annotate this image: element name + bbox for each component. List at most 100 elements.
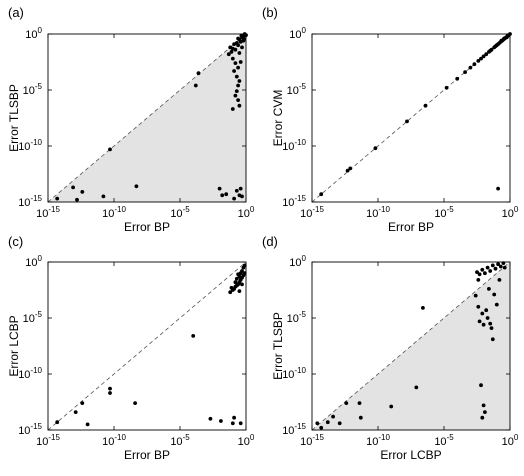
y-tick-label: 10-5 [287, 82, 307, 97]
x-tick-label: 10-15 [300, 433, 324, 448]
x-tick-label: 100 [502, 205, 519, 220]
data-point [232, 196, 237, 201]
data-point [237, 51, 242, 55]
y-tick-label: 10-15 [282, 422, 306, 437]
x-tick-label: 10-10 [366, 433, 390, 448]
data-point [405, 119, 409, 124]
data-point [504, 35, 509, 40]
data-point [234, 74, 239, 79]
data-point [234, 276, 239, 281]
data-point [108, 386, 112, 391]
x-axis-label: Error BP [124, 448, 170, 462]
data-point [232, 415, 237, 420]
data-point [473, 293, 478, 298]
data-point [389, 404, 394, 409]
data-point [232, 69, 237, 73]
data-point [357, 401, 362, 405]
data-point [494, 302, 499, 307]
data-point [344, 401, 349, 405]
x-axis-label: Error BP [124, 220, 170, 234]
x-tick-label: 100 [238, 205, 255, 220]
y-tick-label: 10-5 [23, 310, 43, 325]
data-point [480, 267, 485, 272]
data-point [373, 146, 378, 151]
data-point [228, 290, 233, 295]
data-point [236, 83, 241, 88]
data-point [238, 60, 243, 64]
y-tick-label: 10-10 [18, 366, 42, 381]
data-point [475, 270, 479, 274]
data-point [193, 83, 198, 88]
axes-frame [47, 33, 247, 203]
data-point [477, 319, 482, 324]
data-point [484, 52, 489, 57]
y-axis-label: Error TLSBP [7, 84, 21, 152]
data-point [239, 33, 244, 38]
y-axis-label: Error CVM [271, 90, 285, 147]
x-tick-label: 10-5 [170, 433, 190, 448]
data-point [233, 280, 238, 285]
data-point [489, 326, 494, 330]
data-point [485, 316, 490, 320]
data-point [236, 272, 241, 277]
data-point [230, 421, 235, 426]
data-point [230, 107, 235, 111]
data-point [234, 89, 239, 93]
x-axis-label: Error LCBP [380, 448, 441, 462]
data-point [315, 421, 320, 426]
data-point [497, 278, 502, 282]
axes-frame [47, 261, 247, 431]
data-point [468, 65, 473, 70]
axes-frame [311, 33, 511, 203]
data-point [487, 287, 491, 291]
data-point [498, 264, 503, 269]
data-point [414, 385, 419, 390]
x-tick-label: 100 [238, 433, 255, 448]
data-point [236, 43, 241, 48]
y-tick-label: 10-15 [18, 422, 42, 437]
data-point [229, 285, 234, 290]
x-tick-label: 10-10 [366, 205, 390, 220]
data-point [325, 420, 330, 425]
data-point [226, 52, 231, 57]
data-point [472, 62, 477, 67]
data-point [240, 282, 244, 287]
diagonal-line [47, 33, 247, 203]
data-point [220, 193, 225, 198]
data-point [358, 415, 363, 420]
y-axis-label: Error LCBP [7, 315, 21, 376]
data-point [484, 308, 489, 313]
data-point [490, 337, 495, 342]
data-point [208, 416, 213, 421]
data-point [496, 186, 500, 191]
data-point [237, 103, 242, 108]
y-tick-label: 10-5 [287, 310, 307, 325]
data-point [230, 56, 235, 61]
data-point [423, 103, 428, 108]
x-axis-label: Error BP [388, 220, 434, 234]
panel-label: (c) [8, 234, 23, 249]
data-point [345, 168, 350, 173]
data-point [196, 71, 201, 76]
data-point [238, 421, 243, 426]
data-point [236, 98, 241, 102]
x-tick-label: 10-5 [434, 205, 454, 220]
y-tick-label: 10-10 [282, 138, 306, 153]
data-point [481, 54, 486, 59]
data-point [476, 59, 481, 63]
y-tick-label: 100 [289, 254, 306, 269]
data-point [233, 93, 238, 98]
data-point [224, 192, 229, 197]
data-point [485, 265, 490, 270]
data-point [319, 192, 324, 197]
data-point [191, 334, 196, 338]
data-point [233, 47, 238, 52]
data-point [80, 401, 85, 405]
data-point [502, 265, 507, 270]
data-point [108, 147, 112, 152]
data-point [481, 403, 486, 408]
